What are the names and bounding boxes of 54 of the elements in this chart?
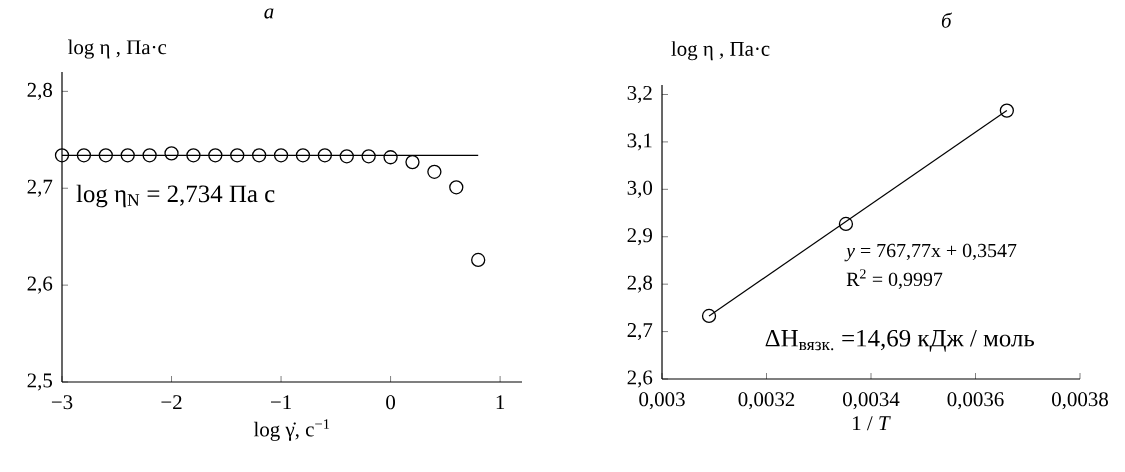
point	[230, 148, 245, 163]
chart-title: б	[941, 12, 953, 28]
point	[54, 148, 70, 163]
x-tick-label: 0,0038	[1052, 392, 1108, 410]
x-tick-label: −1	[270, 395, 291, 409]
point	[471, 252, 486, 268]
point	[273, 148, 289, 163]
x-tick-label: 0,0032	[738, 392, 795, 410]
chart-title: а	[264, 8, 274, 19]
y-tick-label: 3,1	[627, 133, 652, 151]
x-tick-label: 0	[386, 395, 396, 410]
y-tick-label: 2,8	[27, 82, 53, 100]
x-axis-title: log γ̇, с$^{−1}$	[253, 419, 330, 441]
y-tick-label: 2,8	[627, 275, 653, 293]
point	[98, 148, 113, 163]
point	[142, 148, 157, 163]
point	[361, 149, 376, 164]
point	[251, 148, 267, 163]
y-tick-label: 2,6	[627, 370, 653, 388]
y-tick-label: 2,7	[27, 179, 53, 197]
y-tick-label: 2,6	[27, 276, 53, 294]
point	[76, 148, 92, 163]
x-tick-label: 0,0036	[947, 392, 1004, 410]
annotation: y = 767,77x + 0,3547	[844, 243, 1017, 262]
point	[701, 308, 717, 324]
x-tick-label: 1	[496, 395, 505, 409]
x-tick-label: −2	[161, 395, 182, 410]
annotation: R$^{2}$ = 0,9997	[846, 269, 943, 289]
point	[838, 216, 854, 232]
point	[186, 148, 201, 163]
x-tick-label: 0,0034	[843, 392, 900, 410]
point	[295, 148, 311, 163]
point	[405, 154, 420, 170]
point	[339, 149, 354, 164]
point	[449, 180, 464, 195]
point	[427, 164, 442, 179]
x-tick-label: 0,003	[639, 392, 685, 410]
y-axis-title: log η , Па·с	[68, 39, 167, 59]
point	[164, 146, 179, 161]
point	[317, 148, 333, 163]
y-tick-label: 2,7	[627, 323, 653, 341]
point	[208, 148, 223, 163]
x-axis-title: 1 / T	[853, 416, 891, 431]
y-tick-label: 2,9	[627, 228, 652, 246]
annotation: ΔH$_{вязк.}$ =14,69 кДж / моль	[765, 329, 1035, 352]
point	[383, 150, 398, 165]
point	[120, 148, 135, 163]
y-tick-label: 3,0	[627, 180, 653, 198]
y-axis-title: log η , Па·с	[671, 41, 770, 61]
annotation: log η$_{N}$ = 2,734 Па с	[76, 184, 275, 208]
x-tick-label: −3	[51, 395, 73, 410]
point	[999, 103, 1014, 118]
y-tick-label: 3,2	[627, 85, 652, 104]
y-tick-label: 2,5	[27, 373, 53, 391]
